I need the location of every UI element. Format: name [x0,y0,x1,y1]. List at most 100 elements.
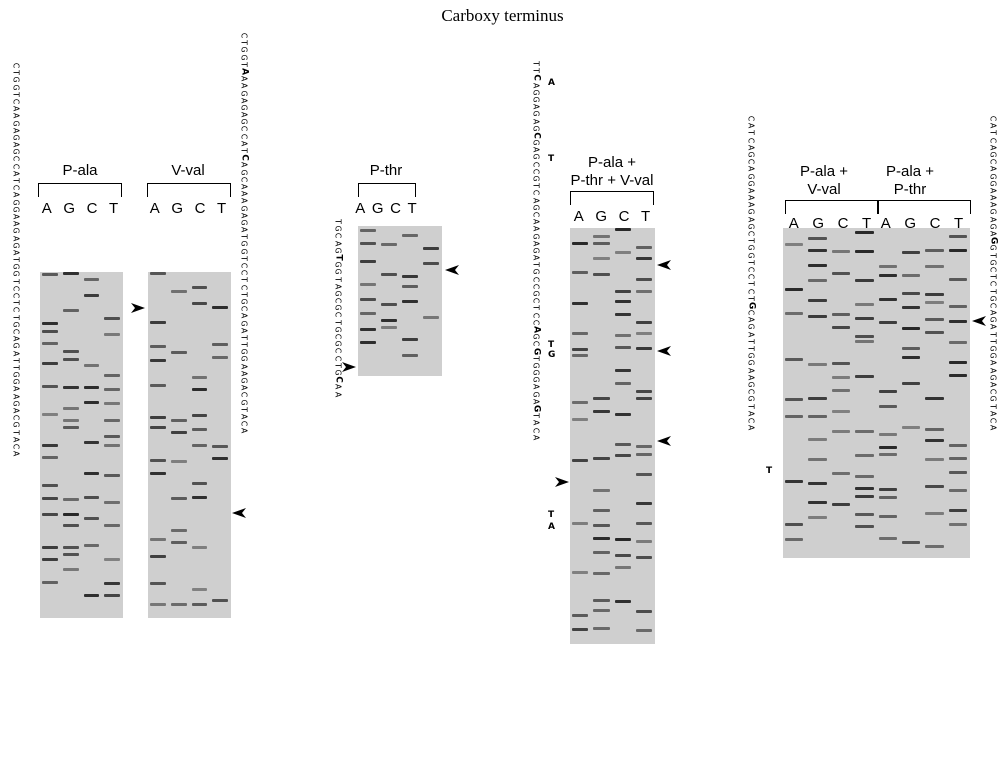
gel-band [948,235,967,238]
gel-band [855,335,874,338]
mutation-marker: A [548,522,555,532]
sequence-base: A [531,434,541,441]
gel-band [191,414,208,417]
gel-band [593,235,610,238]
gel-band [150,272,166,275]
bracket-p-ala [38,183,122,197]
gel-band [212,343,228,346]
label-p-thr: P-thr [369,162,403,179]
gel-band [572,242,589,245]
gel-band [423,316,439,319]
gel-band [593,537,610,540]
gel-band [948,457,967,460]
gel-band [402,234,418,237]
gel-band [62,350,79,353]
bracket-v-val [147,183,231,197]
sequence-base: A [988,424,998,431]
gel-band [104,388,120,391]
gel-v-val [148,272,231,618]
gel-band [42,558,58,561]
gel-band [808,249,827,252]
gel-band [635,246,652,249]
gel-band [150,345,166,348]
gel-band [635,290,652,293]
gel-band [808,264,827,267]
gel-band [170,419,187,422]
gel-band [170,603,187,606]
gel-band [104,333,120,336]
gel-band [42,497,58,500]
gel-band [831,430,851,433]
gel-band [901,306,921,309]
gel-band [104,594,120,597]
gel-band [855,454,874,457]
gel-band [83,441,100,444]
mutation-marker: A [548,78,555,88]
gel-band [104,374,120,377]
gel-band [62,272,79,275]
gel-band [212,356,228,359]
gel-band [635,257,652,260]
gel-band [948,278,967,281]
gel-band [381,326,397,329]
gel-band [635,610,652,613]
gel-band [855,231,874,234]
gel-band [170,290,187,293]
gel-band [212,599,228,602]
gel-band [593,599,610,602]
gel-band [901,426,921,429]
arrowhead-left-icon [445,265,459,275]
gel-band [360,260,376,263]
gel-band [878,321,897,324]
gel-band [150,555,166,558]
gel-band [170,460,187,463]
gel-band [878,488,897,491]
gel-band [614,538,631,541]
gel-band [42,581,58,584]
gel-band [572,614,589,617]
gel-band [104,582,120,585]
gel-band [855,375,874,378]
gel-band [831,503,851,506]
gel-band [62,568,79,571]
gel-band [150,538,166,541]
arrowhead-left-icon [657,260,671,270]
gel-band [785,243,804,246]
gel-band [83,364,100,367]
gel-band [855,495,874,498]
gel-band [572,628,589,631]
gel-band [948,523,967,526]
gel-band [402,285,418,288]
gel-band [614,251,631,254]
gel-band [62,513,79,516]
gel-band [593,257,610,260]
gel-band [62,419,79,422]
gel-band [381,319,397,322]
gel-band [83,544,100,547]
gel-band [150,416,166,419]
gel-band [925,301,944,304]
gel-band [901,251,921,254]
gel-band [925,512,944,515]
gel-band [614,290,631,293]
arrowhead-left-icon [657,346,671,356]
gel-band [614,369,631,372]
gel-band [62,386,79,389]
gel-band [925,249,944,252]
gel-band [614,300,631,303]
gel-band [635,445,652,448]
gel-band [855,250,874,253]
bracket-p-thr [358,183,416,197]
gel-band [635,502,652,505]
sequence-base: A [11,450,21,457]
gel-band [635,473,652,476]
gel-band [855,430,874,433]
gel-band [878,390,897,393]
gel-band [614,313,631,316]
gel-band [104,317,120,320]
gel-band [42,546,58,549]
gel-band [191,482,208,485]
gel-band [42,456,58,459]
